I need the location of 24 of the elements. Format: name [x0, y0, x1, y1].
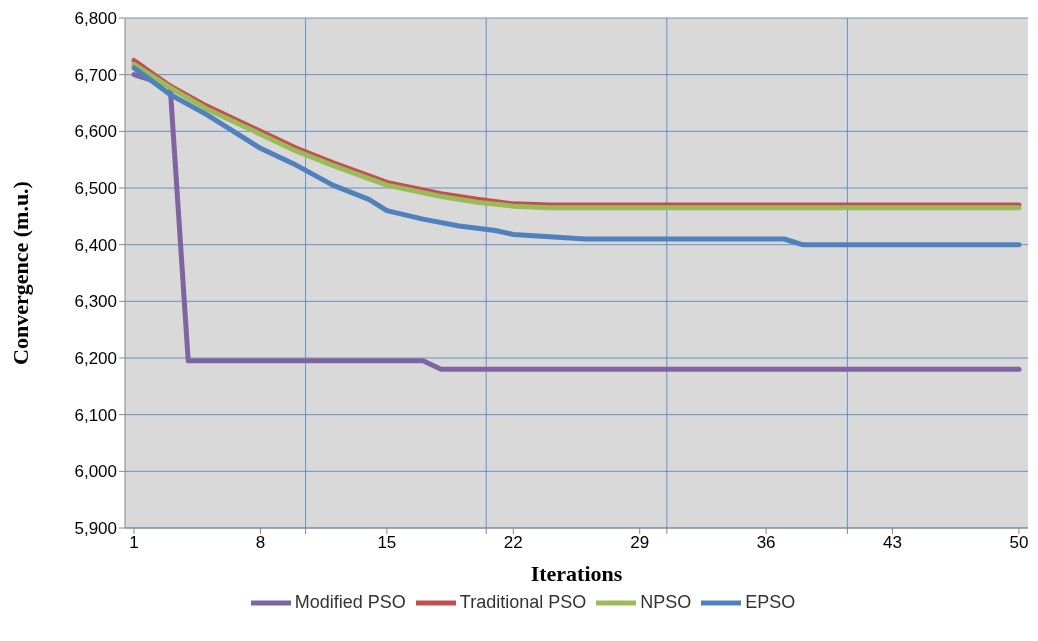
- y-tick-label: 6,300: [74, 292, 117, 312]
- y-tick-label: 6,800: [74, 9, 117, 29]
- legend-label: NPSO: [640, 591, 692, 612]
- y-tick-label: 6,600: [74, 122, 117, 142]
- x-axis-title: Iterations: [530, 561, 623, 586]
- y-tick-label: 6,500: [74, 179, 117, 199]
- x-tick-label: 1: [129, 533, 139, 553]
- x-tick-label: 29: [630, 533, 650, 553]
- x-tick-label: 15: [377, 533, 397, 553]
- y-tick-label: 6,000: [74, 462, 117, 482]
- y-axis-title: Convergence (m.u.): [7, 181, 33, 365]
- x-tick-label: 22: [503, 533, 523, 553]
- x-tick-label: 50: [1009, 533, 1029, 553]
- legend-label: EPSO: [745, 591, 796, 612]
- y-tick-label: 6,400: [74, 235, 117, 255]
- legend-label: Traditional PSO: [459, 591, 587, 612]
- y-tick-label: 6,200: [74, 349, 117, 369]
- x-tick-label: 36: [756, 533, 776, 553]
- x-tick-label: 8: [255, 533, 266, 553]
- y-tick-label: 6,700: [74, 65, 117, 85]
- y-tick-label: 6,100: [74, 405, 117, 425]
- y-tick-label: 5,900: [74, 519, 117, 539]
- legend-label: Modified PSO: [294, 591, 406, 612]
- x-tick-label: 43: [883, 533, 903, 553]
